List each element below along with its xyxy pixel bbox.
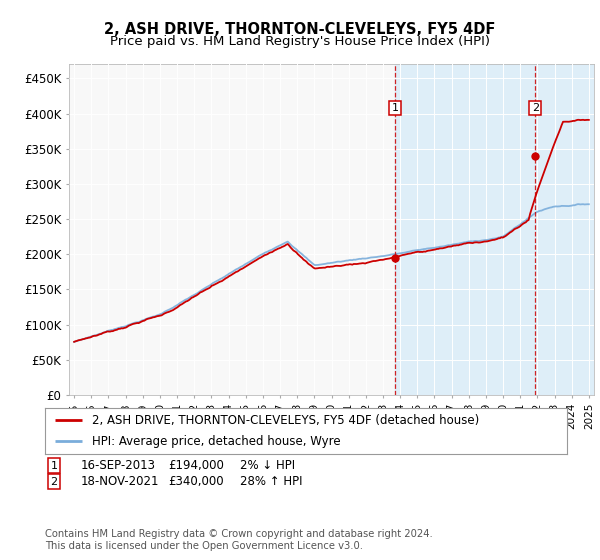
Text: 16-SEP-2013: 16-SEP-2013 (81, 459, 156, 473)
Text: 2, ASH DRIVE, THORNTON-CLEVELEYS, FY5 4DF: 2, ASH DRIVE, THORNTON-CLEVELEYS, FY5 4D… (104, 22, 496, 38)
Text: 2: 2 (50, 477, 58, 487)
Text: 1: 1 (50, 461, 58, 471)
Text: £340,000: £340,000 (168, 475, 224, 488)
Text: 1: 1 (392, 103, 398, 113)
Text: 2, ASH DRIVE, THORNTON-CLEVELEYS, FY5 4DF (detached house): 2, ASH DRIVE, THORNTON-CLEVELEYS, FY5 4D… (92, 414, 479, 427)
Text: 28% ↑ HPI: 28% ↑ HPI (240, 475, 302, 488)
Bar (395, 64, 594, 395)
Text: 2: 2 (532, 103, 539, 113)
Text: 18-NOV-2021: 18-NOV-2021 (81, 475, 160, 488)
Text: £194,000: £194,000 (168, 459, 224, 473)
Text: 2% ↓ HPI: 2% ↓ HPI (240, 459, 295, 473)
Text: Price paid vs. HM Land Registry's House Price Index (HPI): Price paid vs. HM Land Registry's House … (110, 35, 490, 48)
Text: Contains HM Land Registry data © Crown copyright and database right 2024.
This d: Contains HM Land Registry data © Crown c… (45, 529, 433, 551)
Text: HPI: Average price, detached house, Wyre: HPI: Average price, detached house, Wyre (92, 435, 341, 447)
